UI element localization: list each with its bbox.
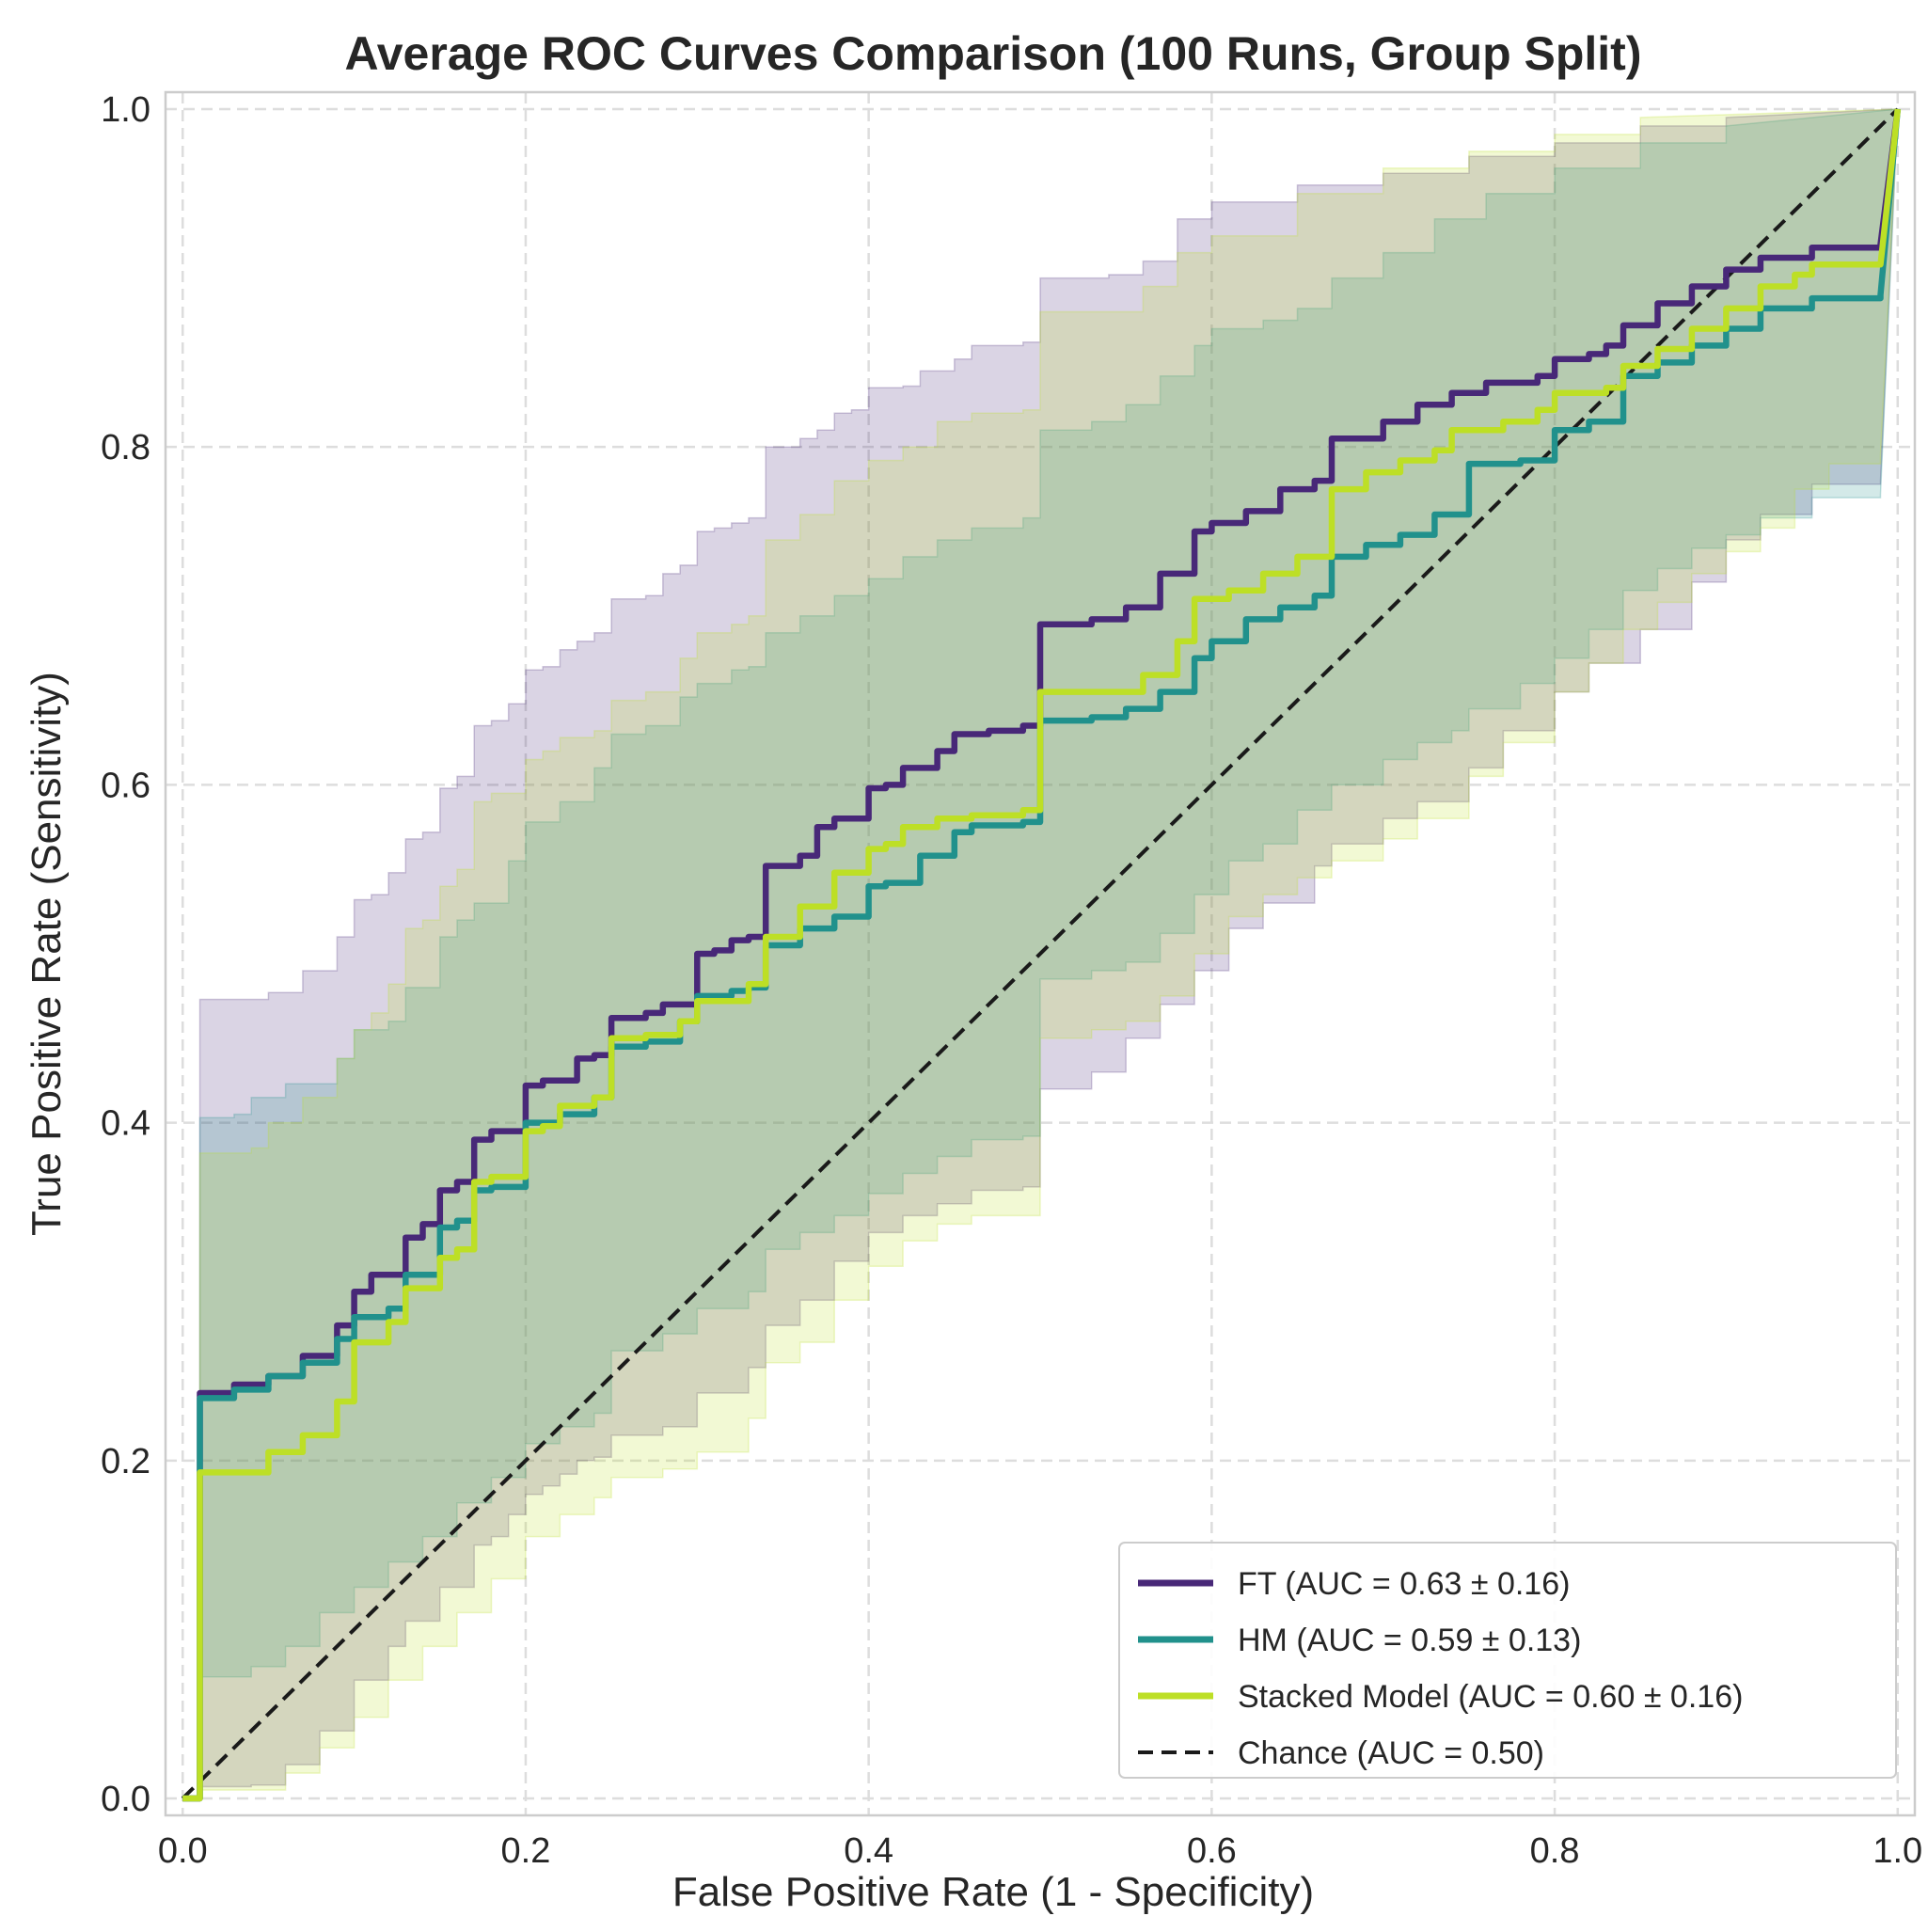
legend-box [1118, 1542, 1897, 1779]
y-tick-label: 0.6 [101, 766, 150, 805]
grid [166, 92, 1915, 1815]
x-tick-label: 0.0 [158, 1831, 208, 1871]
legend-label-3: Chance (AUC = 0.50) [1238, 1735, 1544, 1771]
legend-label-2: Stacked Model (AUC = 0.60 ± 0.16) [1238, 1679, 1743, 1715]
x-tick-label: 0.6 [1187, 1831, 1237, 1871]
plot-frame [164, 90, 1917, 1817]
y-tick-label: 0.0 [101, 1780, 150, 1819]
x-tick-label: 0.2 [501, 1831, 551, 1871]
y-tick-label: 1.0 [101, 90, 150, 130]
y-tick-label: 0.8 [101, 428, 150, 467]
legend-label-1: HM (AUC = 0.59 ± 0.13) [1238, 1623, 1581, 1658]
tick-labels: 0.0 0.2 0.4 0.6 0.8 1.0 0.0 0.2 0.4 0.6 0.8 1.0 [101, 90, 1922, 1871]
chart-title: Average ROC Curves Comparison (100 Runs,… [345, 27, 1642, 80]
legend-entries: FT (AUC = 0.63 ± 0.16) HM (AUC = 0.59 ± 0… [1138, 1566, 1743, 1771]
series-line-2 [182, 108, 1902, 1802]
legend: FT (AUC = 0.63 ± 0.16) HM (AUC = 0.59 ± 0… [1118, 1542, 1897, 1779]
y-axis-label: True Positive Rate (Sensitivity) [24, 672, 70, 1236]
x-axis-label: False Positive Rate (1 - Specificity) [672, 1869, 1314, 1915]
x-tick-label: 1.0 [1873, 1831, 1922, 1871]
y-tick-label: 0.2 [101, 1442, 150, 1481]
y-tick-label: 0.4 [101, 1104, 150, 1144]
x-tick-label: 0.8 [1530, 1831, 1580, 1871]
series-line-1 [182, 108, 1902, 1802]
legend-label-0: FT (AUC = 0.63 ± 0.16) [1238, 1566, 1570, 1602]
roc-lines [181, 107, 1902, 1802]
series-line-0 [182, 108, 1902, 1802]
x-tick-label: 0.4 [844, 1831, 893, 1871]
